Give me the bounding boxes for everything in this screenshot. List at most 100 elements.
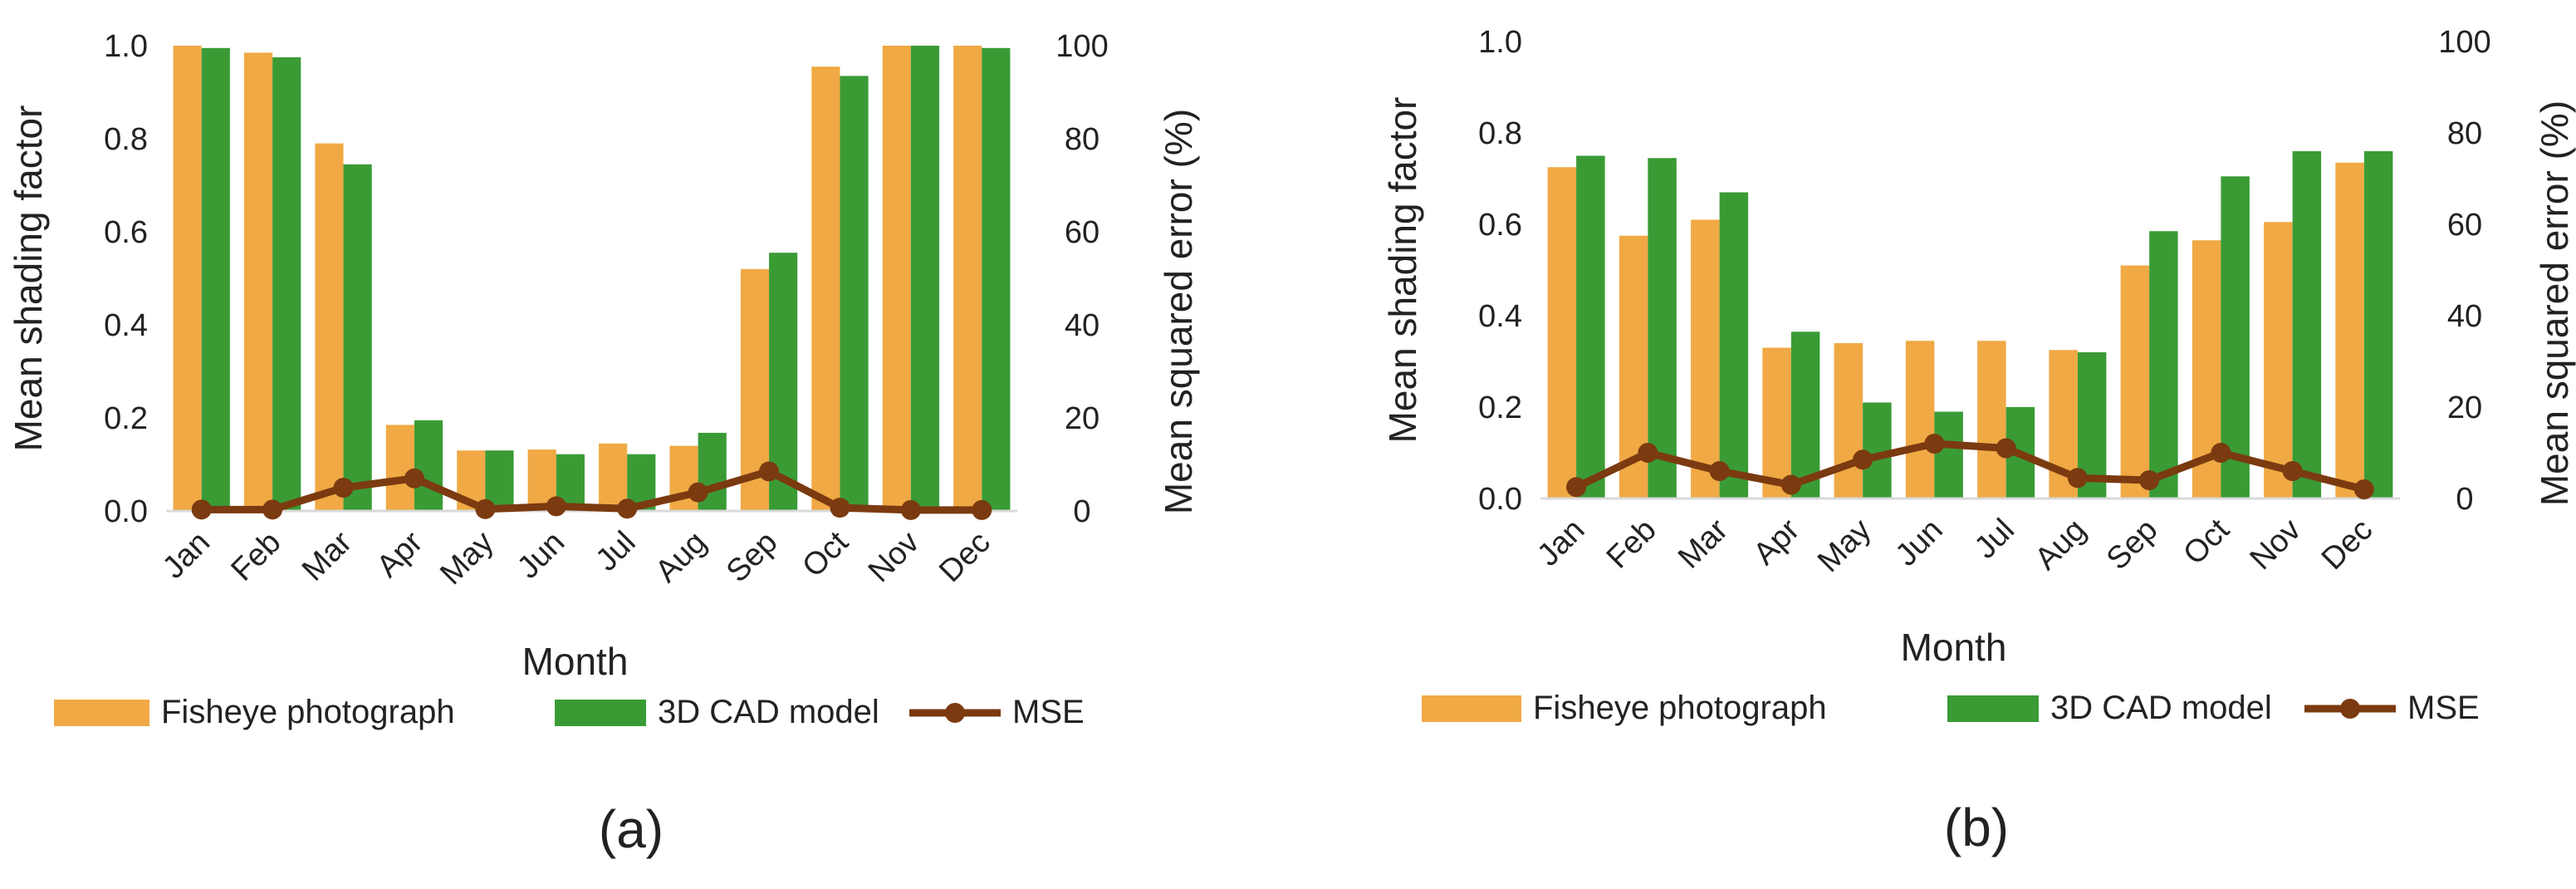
mse-line [201,467,982,514]
y2-tick-label: 0 [2456,482,2473,517]
y-axis-title: Mean shading factor [7,106,50,452]
bar-fisheye-sep [2120,265,2150,499]
y2-tick-label: 80 [1065,122,1099,157]
x-tick-label: Mar [296,524,359,587]
legend-label-cad: 3D CAD model [658,694,879,730]
y-tick-label: 0.0 [1478,482,1522,517]
bar-fisheye-jul [599,443,628,511]
legend-swatch-fisheye [1422,695,1521,722]
bar-cad-sep [2149,231,2178,499]
bar-fisheye-jun [1905,341,1935,499]
bar-cad-mar [343,164,372,512]
x-tick-label: Jun [511,525,571,586]
bar-fisheye-oct [811,66,840,511]
y2-tick-label: 60 [2447,208,2482,243]
mse-point-jul [617,499,638,519]
bar-cad-mar [1719,192,1749,499]
mse-point-aug [2067,468,2088,489]
mse-point-sep [2139,470,2160,490]
x-tick-label: May [1811,513,1878,579]
mse-point-aug [688,482,708,503]
legend-marker-mse [945,703,965,723]
bar-fisheye-jul [1977,341,2006,499]
x-tick-label: May [433,525,500,592]
y-tick-label: 1.0 [104,29,148,64]
y-tick-label: 0.2 [104,401,148,436]
bar-cad-apr [1790,332,1820,499]
bar-fisheye-dec [953,46,982,511]
bar-fisheye-dec [2335,162,2364,499]
legend-marker-mse [2340,699,2360,719]
legend-label-fisheye: Fisheye photograph [161,694,455,730]
mse-point-mar [333,478,354,498]
bar-cad-feb [272,57,301,511]
x-axis-title: Month [1901,626,2007,669]
x-tick-label: Feb [224,525,287,588]
legend-swatch-cad [1947,695,2039,722]
y2-tick-label: 40 [1065,308,1099,343]
mse-point-jun [1924,434,1945,454]
legend-swatch-fisheye [54,700,149,726]
mse-point-feb [1638,443,1658,463]
y2-tick-label: 100 [2438,25,2490,60]
bar-fisheye-jan [1547,167,1577,499]
legend-label-mse: MSE [2407,690,2480,726]
y2-axis-title: Mean squared error (%) [1157,109,1200,514]
y-tick-label: 0.8 [104,122,148,157]
x-tick-label: Jul [1968,513,2021,566]
bar-fisheye-mar [315,143,344,511]
bar-cad-dec [2363,151,2393,499]
legend-label-fisheye: Fisheye photograph [1533,690,1827,726]
y-tick-label: 0.0 [104,494,148,529]
x-tick-label: Aug [2029,513,2094,577]
mse-point-sep [759,461,780,482]
bar-fisheye-nov [882,46,911,511]
x-tick-label: Aug [649,525,713,590]
y2-tick-label: 20 [1065,401,1099,436]
legend: Fisheye photograph 3D CAD model MSE [1422,690,2480,726]
x-tick-label: Sep [720,525,785,590]
x-tick-label: Jun [1889,513,1950,573]
bar-cad-nov [910,46,940,511]
mse-point-apr [1780,474,1801,495]
y2-tick-label: 0 [1073,494,1090,529]
legend-swatch-cad [555,700,646,726]
panel-caption: (a) [599,799,664,859]
bar-fisheye-apr [1762,347,1791,499]
x-tick-label: Jan [1530,513,1591,573]
bar-cad-apr [414,420,443,511]
y2-tick-label: 80 [2447,116,2482,151]
y2-tick-label: 40 [2447,299,2482,334]
panel-caption: (b) [1944,798,2009,857]
mse-point-mar [1709,461,1730,481]
x-tick-label: Dec [2315,513,2379,577]
bar-fisheye-jan [173,46,202,511]
x-tick-label: Sep [2100,513,2165,577]
mse-line [1574,440,2365,494]
x-axis-title: Month [522,640,629,683]
y-tick-label: 0.4 [104,308,148,343]
bar-cad-jan [1576,155,1605,499]
bar-cad-jun [1934,411,1963,499]
y2-tick-label: 100 [1055,29,1108,64]
x-tick-label: Nov [862,525,926,589]
mse-point-oct [830,498,850,518]
x-tick-label: Oct [2177,512,2236,572]
y-axis-title: Mean shading factor [1381,97,1424,444]
mse-point-dec [972,499,992,520]
y2-tick-label: 20 [2447,390,2482,425]
y2-axis-title: Mean squared error (%) [2533,101,2576,506]
bar-cad-dec [982,47,1011,512]
x-tick-label: Dec [933,525,997,589]
y-tick-label: 0.2 [1478,390,1522,425]
mse-point-jan [1566,477,1587,498]
y-tick-label: 0.4 [1478,299,1522,334]
bar-fisheye-feb [243,52,273,511]
mse-point-dec [2353,479,2374,499]
bar-fisheye-may [1834,343,1863,499]
legend-label-mse: MSE [1012,694,1085,730]
x-tick-label: Jul [590,525,643,578]
bar-cad-oct [840,76,869,511]
